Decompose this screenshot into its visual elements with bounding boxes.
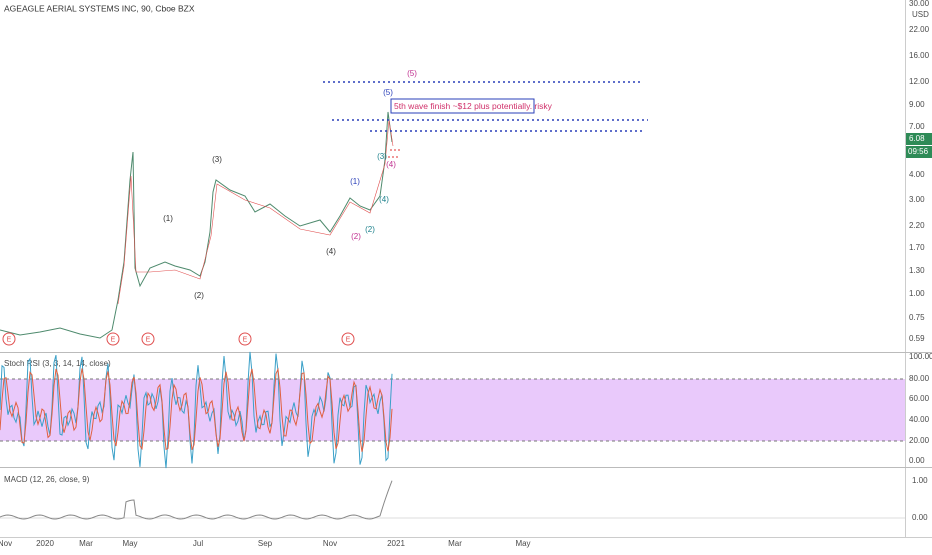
price-axis-label: 4.00: [909, 170, 925, 179]
rsi-axis-label: 20.00: [909, 436, 930, 445]
wave-label: (2): [365, 225, 375, 234]
symbol-title: AGEAGLE AERIAL SYSTEMS INC, 90, Cboe BZX: [4, 3, 195, 13]
rsi-axis-label: 0.00: [909, 456, 925, 465]
time-axis-label: Jul: [193, 539, 203, 548]
rsi-axis-label: 60.00: [909, 394, 930, 403]
price-axis-label: 1.30: [909, 266, 925, 275]
rsi-label: Stoch RSI (3, 3, 14, 14, close): [4, 359, 111, 368]
price-axis-label: 7.00: [909, 122, 925, 131]
wave-label: (1): [163, 214, 173, 223]
time-axis-label: Mar: [79, 539, 93, 548]
rsi-d: [0, 367, 393, 452]
time-axis-label: Mar: [448, 539, 462, 548]
price-axis-label: 2.20: [909, 221, 925, 230]
callout-box: [390, 98, 535, 114]
time-axis-label: 2020: [36, 539, 54, 548]
price-axis-label: 0.59: [909, 334, 925, 343]
price-axis-label: 16.00: [909, 51, 930, 60]
price-path: [0, 111, 393, 339]
wave-label: (3): [377, 152, 387, 161]
earnings-marker: [238, 332, 252, 346]
earnings-label: E: [146, 336, 151, 343]
earnings-label: E: [243, 336, 248, 343]
earnings-label: E: [7, 336, 12, 343]
price-axis-label: 1.70: [909, 243, 925, 252]
callout: 5th wave finish ~$12 plus potentially. r…: [394, 101, 553, 111]
earnings-marker: [341, 332, 355, 346]
price-axis-label: 0.75: [909, 313, 925, 322]
wave-label: (5): [383, 88, 393, 97]
time-axis-label: 2021: [387, 539, 405, 548]
rsi-axis-label: 40.00: [909, 415, 930, 424]
wave-label: (2): [194, 291, 204, 300]
wave-label: (4): [386, 160, 396, 169]
macd-axis-label: 1.00: [912, 476, 928, 485]
earnings-label: E: [346, 336, 351, 343]
earnings-marker: [106, 332, 120, 346]
price-axis-label: 22.00: [909, 25, 930, 34]
price-path-red: [117, 119, 394, 305]
macd-line: [0, 480, 393, 520]
price-axis-label: 30.00: [909, 0, 930, 8]
time-axis-label: Nov: [0, 539, 12, 548]
earnings-marker: [2, 332, 16, 346]
earnings-marker: [141, 332, 155, 346]
price-axis-label: 3.00: [909, 195, 925, 204]
price-axis-label: 12.00: [909, 77, 930, 86]
rsi-band: [0, 379, 905, 441]
wave-label: (4): [326, 247, 336, 256]
wave-label: (2): [351, 232, 361, 241]
countdown-badge: [906, 146, 932, 158]
macd-axis-label: 0.00: [912, 513, 928, 522]
wave-label: (5): [407, 69, 417, 78]
price-axis-label: 9.00: [909, 100, 925, 109]
rsi-axis-label: 100.00: [909, 352, 932, 361]
rsi-axis-label: 80.00: [909, 374, 930, 383]
earnings-label: E: [111, 336, 116, 343]
time-axis-label: Nov: [323, 539, 337, 548]
last-price-badge: [906, 133, 932, 145]
currency-label: USD: [912, 10, 929, 19]
wave-label: (4): [379, 195, 389, 204]
time-axis-label: May: [122, 539, 137, 548]
time-axis-label: Sep: [258, 539, 273, 548]
wave-label: (3): [212, 155, 222, 164]
time-axis-label: May: [515, 539, 530, 548]
last-price: 6.08: [909, 134, 925, 143]
countdown: 09:56: [908, 147, 929, 156]
wave-label: (1): [350, 177, 360, 186]
price-axis-label: 1.00: [909, 289, 925, 298]
macd-label: MACD (12, 26, close, 9): [4, 475, 90, 484]
